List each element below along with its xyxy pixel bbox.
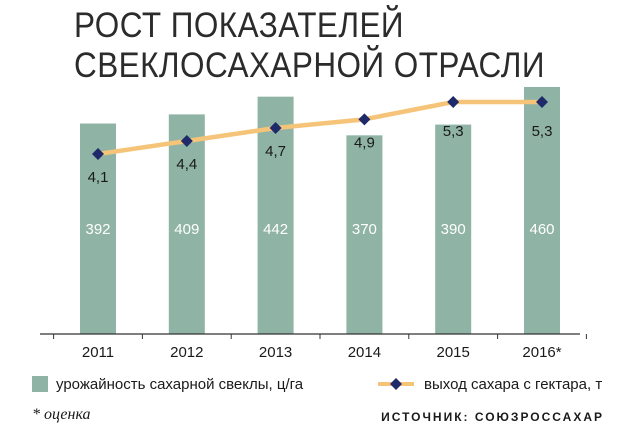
line-value-label: 4,9	[354, 134, 375, 151]
legend-bar-swatch	[32, 376, 48, 392]
legend-line-swatch	[378, 378, 414, 390]
source-credit: ИСТОЧНИК: СОЮЗРОССАХАР	[381, 410, 604, 424]
line-marker	[180, 135, 193, 147]
bar-value-label: 390	[441, 221, 466, 238]
chart-title: РОСТ ПОКАЗАТЕЛЕЙ СВЕКЛОСАХАРНОЙ ОТРАСЛИ	[74, 6, 545, 86]
bar-value-label: 460	[529, 221, 554, 238]
bar	[435, 124, 472, 334]
bar-value-label: 442	[263, 221, 288, 238]
x-tick-label: 2016*	[522, 344, 561, 361]
bar	[524, 87, 560, 334]
series-line	[97, 99, 542, 157]
chart-title-line-1: РОСТ ПОКАЗАТЕЛЕЙ	[74, 6, 405, 45]
x-tick-label: 2013	[259, 344, 292, 361]
line-value-label: 4,1	[88, 169, 109, 186]
chart-title-line-2: СВЕКЛОСАХАРНОЙ ОТРАСЛИ	[74, 46, 545, 85]
bar-value-label: 370	[352, 221, 377, 238]
line-value-label: 5,3	[443, 123, 464, 140]
x-tick-label: 2014	[348, 344, 381, 361]
line-marker	[92, 148, 104, 160]
line-value-label: 4,7	[265, 143, 286, 160]
legend-line-label: выход сахара с гектара, т	[424, 375, 603, 393]
line-value-label: 5,3	[532, 123, 553, 140]
line-marker	[536, 96, 548, 108]
line-marker	[447, 96, 460, 108]
line-marker	[358, 113, 371, 126]
bar-value-label: 409	[174, 221, 199, 238]
x-tick-label: 2012	[170, 344, 203, 361]
line-value-label: 4,4	[176, 156, 197, 173]
bar-value-label: 392	[85, 221, 110, 238]
legend-bar-label: урожайность сахарной свеклы, ц/га	[56, 375, 304, 393]
footnote: * оценка	[32, 406, 91, 423]
bar	[257, 96, 294, 334]
legend-line: выход сахара с гектара, т	[378, 372, 602, 396]
x-tick-label: 2015	[437, 344, 470, 361]
line-marker	[269, 122, 282, 134]
bar	[168, 114, 205, 334]
legend-bars: урожайность сахарной свеклы, ц/га	[32, 372, 303, 396]
bar	[346, 135, 383, 334]
x-tick-label: 2011	[82, 344, 114, 361]
